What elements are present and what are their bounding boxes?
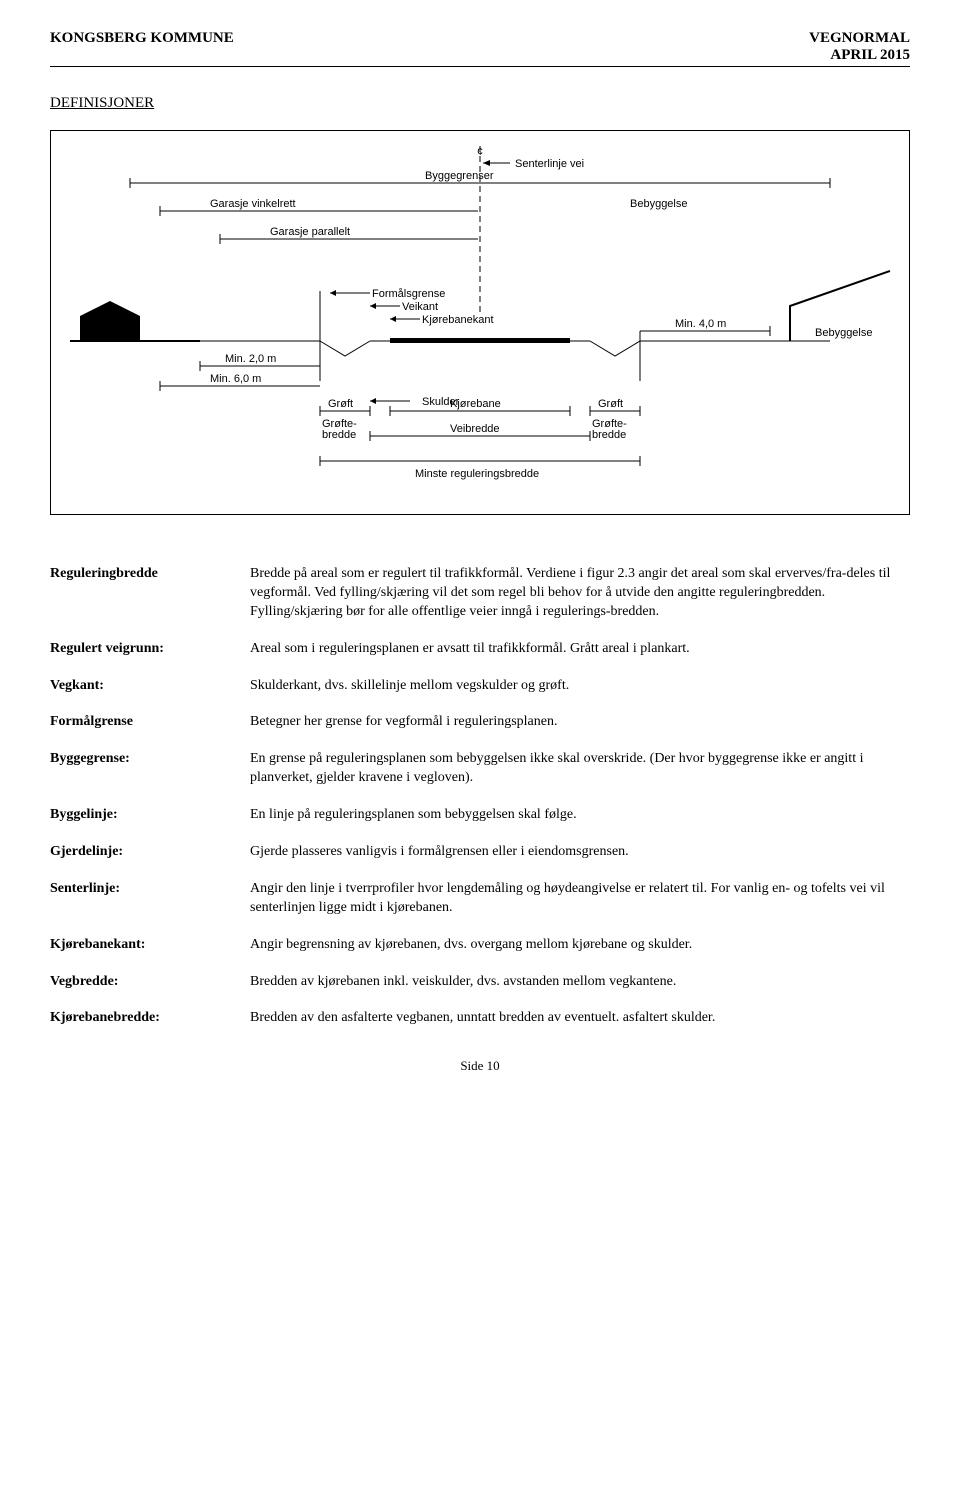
label-bebyggelse-right: Bebyggelse <box>815 327 873 339</box>
page-footer: Side 10 <box>50 1058 910 1074</box>
def-term-10: Kjørebanebredde: <box>50 1009 230 1028</box>
label-min6: Min. 6,0 m <box>210 373 261 385</box>
header-right: VEGNORMAL APRIL 2015 <box>809 30 910 64</box>
def-term-3: Formålgrense <box>50 713 230 732</box>
def-term-7: Senterlinje: <box>50 880 230 918</box>
label-groft2: Grøft <box>598 398 623 410</box>
cross-section-svg: ¢ Senterlinje vei Byggegrenser Garasje v… <box>61 141 899 501</box>
svg-text:bredde: bredde <box>592 429 626 441</box>
def-desc-4: En grense på reguleringsplanen som bebyg… <box>250 750 910 788</box>
def-desc-2: Skulderkant, dvs. skillelinje mellom veg… <box>250 677 910 696</box>
header-rule <box>50 66 910 67</box>
header-right-1: VEGNORMAL <box>809 30 910 47</box>
def-desc-1: Areal som i reguleringsplanen er avsatt … <box>250 640 910 659</box>
label-groft1: Grøft <box>328 398 353 410</box>
def-desc-5: En linje på reguleringsplanen som bebygg… <box>250 806 910 825</box>
definitions-list: Reguleringbredde Bredde på areal som er … <box>50 565 910 1028</box>
label-min4: Min. 4,0 m <box>675 318 726 330</box>
label-veibredde: Veibredde <box>450 423 500 435</box>
def-desc-3: Betegner her grense for vegformål i regu… <box>250 713 910 732</box>
header-left: KONGSBERG KOMMUNE <box>50 30 234 47</box>
label-centerline: Senterlinje vei <box>515 158 584 170</box>
header-right-2: APRIL 2015 <box>809 47 910 64</box>
label-kjorebane: Kjørebane <box>450 398 501 410</box>
def-desc-10: Bredden av den asfalterte vegbanen, unnt… <box>250 1009 910 1028</box>
def-desc-7: Angir den linje i tverrprofiler hvor len… <box>250 880 910 918</box>
label-garasje-parallelt: Garasje parallelt <box>270 226 350 238</box>
def-desc-8: Angir begrensning av kjørebanen, dvs. ov… <box>250 936 910 955</box>
label-veikant: Veikant <box>402 301 438 313</box>
label-minste-reg: Minste reguleringsbredde <box>415 468 539 480</box>
label-garasje-vinkelrett: Garasje vinkelrett <box>210 198 296 210</box>
section-title: DEFINISJONER <box>50 95 910 112</box>
def-term-5: Byggelinje: <box>50 806 230 825</box>
def-desc-6: Gjerde plasseres vanligvis i formålgrens… <box>250 843 910 862</box>
def-term-0: Reguleringbredde <box>50 565 230 622</box>
label-min2: Min. 2,0 m <box>225 353 276 365</box>
def-term-6: Gjerdelinje: <box>50 843 230 862</box>
svg-text:¢: ¢ <box>477 146 483 158</box>
page-header: KONGSBERG KOMMUNE VEGNORMAL APRIL 2015 <box>50 30 910 64</box>
def-term-2: Vegkant: <box>50 677 230 696</box>
svg-text:bredde: bredde <box>322 429 356 441</box>
diagram: ¢ Senterlinje vei Byggegrenser Garasje v… <box>50 130 910 515</box>
def-desc-9: Bredden av kjørebanen inkl. veiskulder, … <box>250 973 910 992</box>
label-formalsgrense: Formålsgrense <box>372 288 445 300</box>
label-bebyggelse-top: Bebyggelse <box>630 198 688 210</box>
def-term-4: Byggegrense: <box>50 750 230 788</box>
def-term-1: Regulert veigrunn: <box>50 640 230 659</box>
def-term-8: Kjørebanekant: <box>50 936 230 955</box>
def-desc-0: Bredde på areal som er regulert til traf… <box>250 565 910 622</box>
label-kjorebanekant: Kjørebanekant <box>422 314 494 326</box>
label-byggegrenser: Byggegrenser <box>425 170 494 182</box>
def-term-9: Vegbredde: <box>50 973 230 992</box>
